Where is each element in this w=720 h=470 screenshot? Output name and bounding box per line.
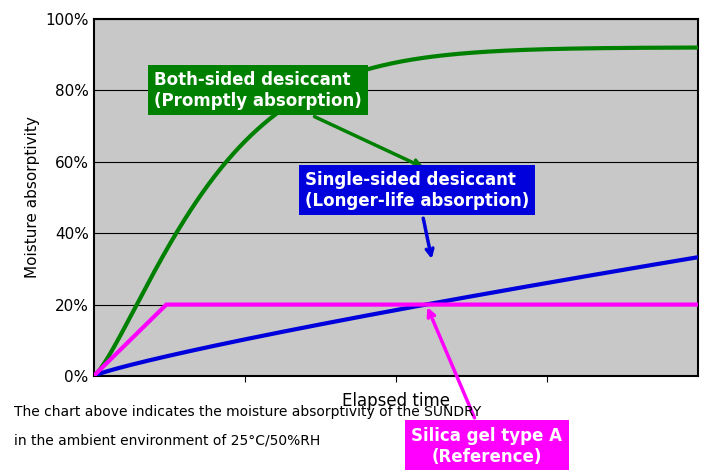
X-axis label: Elapsed time: Elapsed time xyxy=(342,392,450,410)
Text: The chart above indicates the moisture absorptivity of the SUNDRY: The chart above indicates the moisture a… xyxy=(14,405,482,419)
Y-axis label: Moisture absorptivity: Moisture absorptivity xyxy=(24,117,40,278)
Text: Silica gel type A
(Reference): Silica gel type A (Reference) xyxy=(411,311,562,466)
Text: Both-sided desiccant
(Promptly absorption): Both-sided desiccant (Promptly absorptio… xyxy=(154,71,420,166)
Text: Single-sided desiccant
(Longer-life absorption): Single-sided desiccant (Longer-life abso… xyxy=(305,171,529,255)
Text: in the ambient environment of 25°C/50%RH: in the ambient environment of 25°C/50%RH xyxy=(14,433,320,447)
